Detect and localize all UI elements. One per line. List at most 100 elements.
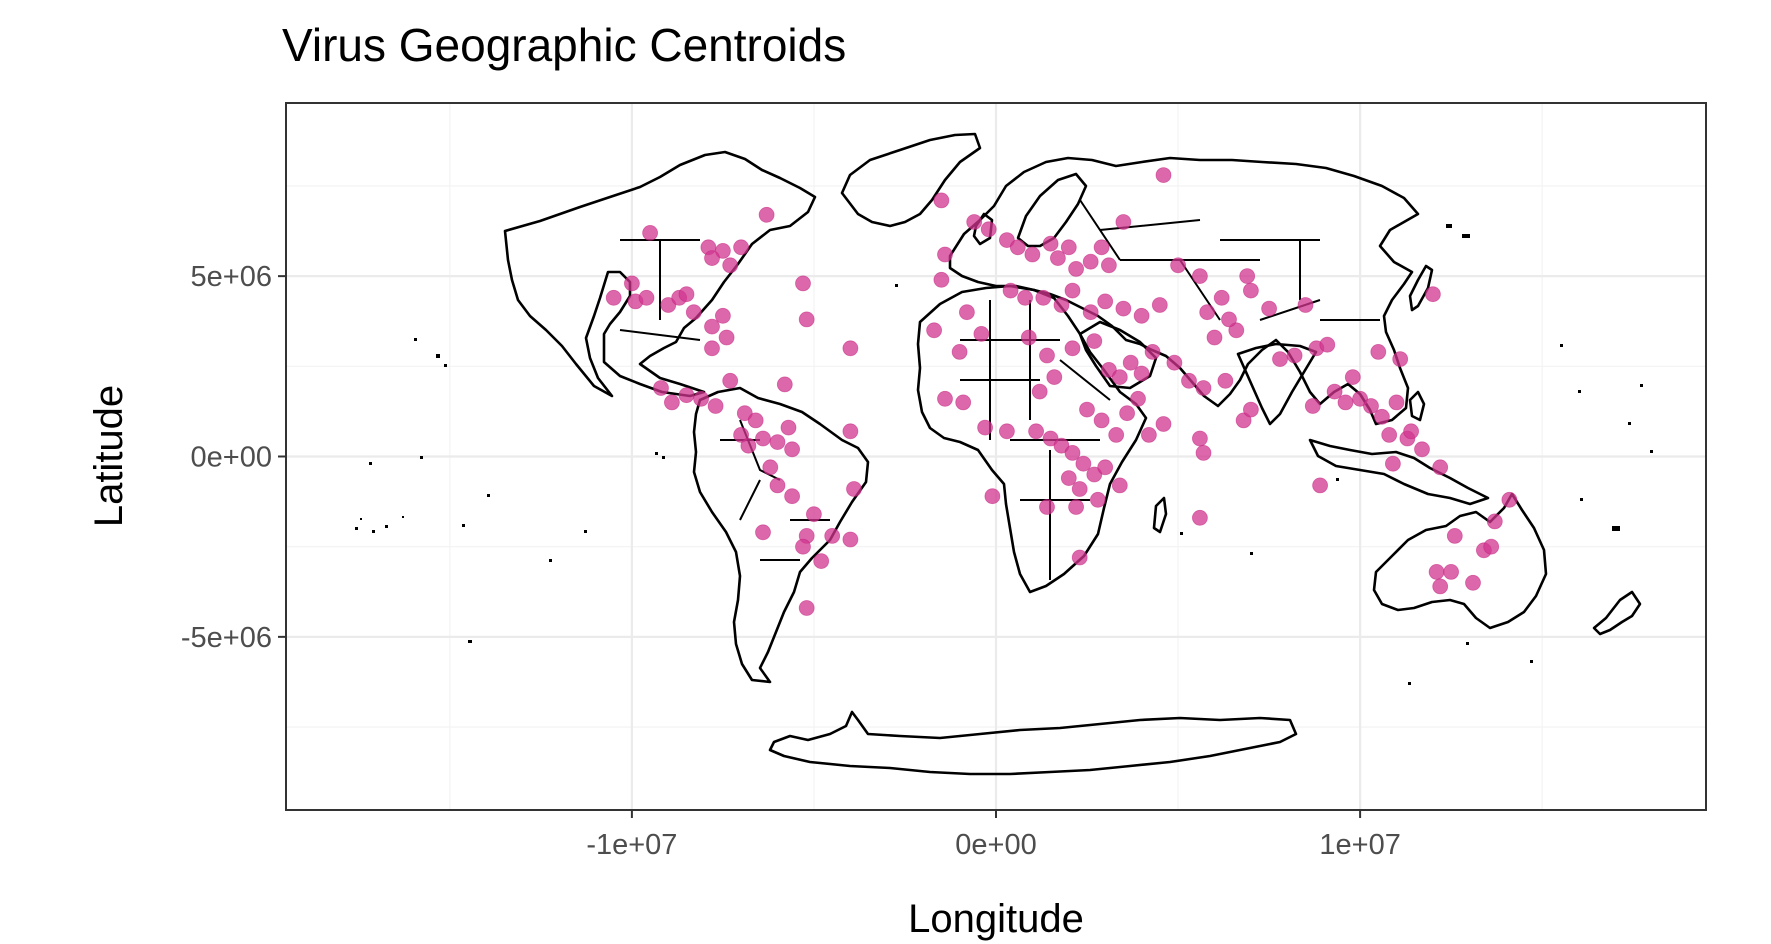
data-point	[755, 430, 771, 447]
data-point	[1319, 336, 1336, 353]
data-point	[1060, 239, 1077, 256]
data-point	[1039, 347, 1055, 364]
data-point	[933, 271, 950, 288]
data-point	[1272, 351, 1288, 368]
chart-title: Virus Geographic Centroids	[282, 19, 846, 71]
data-point	[846, 481, 862, 497]
data-point	[1192, 509, 1208, 526]
data-point	[937, 390, 953, 407]
data-point	[1312, 477, 1328, 494]
data-point	[999, 232, 1015, 249]
data-point	[704, 250, 720, 267]
scandinavia-outline	[1016, 172, 1088, 248]
data-point	[664, 394, 680, 411]
data-point	[1446, 528, 1463, 544]
japan-outline	[1408, 264, 1434, 312]
data-point	[1170, 257, 1186, 274]
data-point	[638, 289, 655, 306]
data-point	[842, 340, 859, 357]
data-point	[776, 376, 793, 393]
data-point	[937, 246, 953, 263]
y-axis-title: Latitude	[87, 385, 131, 527]
data-point	[1239, 268, 1256, 285]
data-point	[1071, 481, 1088, 497]
data-point	[1199, 304, 1216, 321]
data-point	[1352, 390, 1368, 407]
data-point	[1213, 289, 1230, 306]
data-point	[718, 329, 735, 346]
x-axis-title: Longitude	[908, 897, 1084, 941]
data-point	[973, 325, 990, 342]
data-point	[1053, 437, 1070, 454]
data-point	[704, 340, 720, 357]
data-point	[1020, 329, 1037, 346]
data-point	[1261, 300, 1277, 317]
data-point	[1363, 398, 1379, 414]
data-point	[1035, 289, 1052, 306]
greenland-outline	[840, 132, 982, 228]
data-point	[1155, 416, 1172, 432]
data-point	[1082, 253, 1099, 270]
data-point	[1101, 361, 1117, 378]
data-point	[1108, 426, 1125, 443]
data-point	[784, 441, 800, 458]
data-point	[1428, 564, 1445, 580]
data-point	[1090, 491, 1106, 508]
data-point	[1024, 246, 1041, 263]
data-point	[1486, 513, 1503, 530]
data-point	[795, 538, 811, 555]
data-point	[1465, 574, 1481, 591]
data-point	[1028, 423, 1044, 440]
data-point	[1122, 354, 1139, 371]
data-point	[1432, 459, 1449, 476]
data-point	[1217, 372, 1234, 389]
data-point	[926, 322, 942, 339]
x-tick-label: -1e+07	[586, 829, 677, 861]
southeast-asia-islands	[1308, 438, 1490, 506]
data-point	[685, 304, 702, 321]
data-point	[1286, 347, 1303, 364]
data-point	[1403, 423, 1419, 440]
madagascar-outline	[1152, 496, 1168, 534]
data-point	[795, 275, 811, 292]
data-point	[842, 531, 859, 548]
x-tick-label: 0e+00	[955, 829, 1036, 861]
data-point	[605, 289, 622, 306]
data-point	[1097, 459, 1114, 476]
data-point	[624, 275, 640, 292]
data-point	[977, 419, 993, 436]
data-point	[1042, 430, 1059, 447]
data-point	[653, 380, 669, 396]
data-point	[1243, 282, 1259, 299]
y-tick-label: 0e+00	[191, 442, 272, 474]
y-tick-label: 5e+06	[191, 261, 272, 293]
data-point	[813, 553, 830, 569]
data-point	[1068, 499, 1084, 515]
data-point	[984, 488, 1001, 505]
data-point	[1374, 408, 1390, 425]
data-point	[1093, 412, 1110, 429]
data-point	[1097, 293, 1114, 310]
data-point	[1009, 239, 1026, 256]
data-point	[1075, 455, 1092, 472]
eurasia-outline	[948, 156, 1420, 426]
data-point	[1064, 282, 1081, 299]
data-point	[1002, 282, 1019, 299]
data-point	[1068, 260, 1084, 277]
data-point	[1042, 235, 1059, 252]
data-point	[1192, 268, 1208, 285]
y-tick-label: -5e+06	[181, 622, 272, 654]
data-point	[1039, 499, 1055, 515]
data-point	[1115, 300, 1132, 317]
data-point	[1111, 477, 1128, 494]
data-point	[1064, 340, 1081, 357]
antarctica-outline	[768, 710, 1298, 776]
data-point	[1086, 333, 1103, 350]
data-point	[1082, 304, 1099, 321]
data-point	[1166, 354, 1183, 371]
data-point	[1111, 369, 1128, 386]
data-point	[1443, 564, 1459, 580]
data-point	[1381, 426, 1398, 443]
data-point	[1071, 549, 1088, 566]
